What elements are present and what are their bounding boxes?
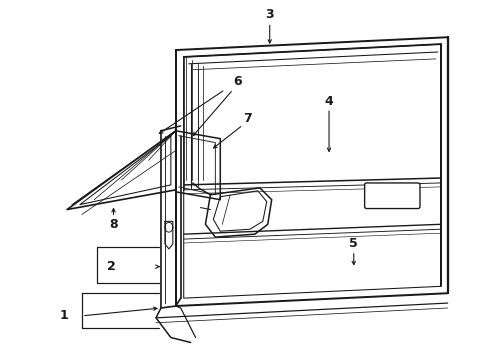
Text: 6: 6: [233, 75, 242, 88]
Text: 1: 1: [60, 309, 69, 322]
Text: 3: 3: [266, 8, 274, 21]
FancyBboxPatch shape: [365, 183, 420, 208]
Text: 7: 7: [244, 112, 252, 125]
Text: 2: 2: [107, 260, 116, 273]
Text: 5: 5: [349, 238, 358, 251]
Text: 8: 8: [109, 218, 118, 231]
Text: 4: 4: [325, 95, 333, 108]
